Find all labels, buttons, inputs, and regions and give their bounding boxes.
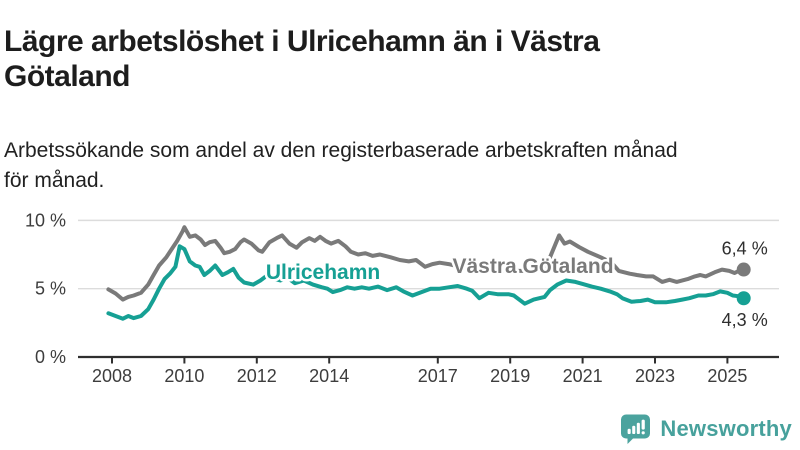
series-end-dot-ulricehamn <box>736 291 751 306</box>
series-label-ulricehamn: Ulricehamn <box>266 261 380 284</box>
end-value-label-ulricehamn: 4,3 % <box>722 310 768 330</box>
speech-bubble-shape <box>621 414 651 444</box>
line-chart: 0 % 5 % 10 % 2008 2010 2012 2014 2017 2019 2021 20… <box>25 210 779 386</box>
x-axis-label-2012: 2012 <box>237 366 277 386</box>
chart-subtitle-line-2: för månad. <box>4 169 105 192</box>
logo-bar-2 <box>632 425 636 434</box>
x-axis-label-2025: 2025 <box>707 366 747 386</box>
chart-subtitle-line-1: Arbetssökande som andel av den registerb… <box>4 139 678 162</box>
chart-title-line-1: Lägre arbetslöshet i Ulricehamn än i Väs… <box>4 25 600 59</box>
logo-bar-1 <box>628 428 632 434</box>
chart-title-line-2: Götaland <box>4 60 131 94</box>
x-axis-label-2019: 2019 <box>490 366 530 386</box>
y-axis-label-5: 5 % <box>35 279 66 299</box>
x-axis-label-2014: 2014 <box>309 366 349 386</box>
series-label-vastra-gotaland: Västra Götaland <box>452 255 613 278</box>
end-value-label-vastra-gotaland: 6,4 % <box>722 239 768 259</box>
newsworthy-brand[interactable]: Newsworthy <box>619 412 792 445</box>
newsworthy-wordmark: Newsworthy <box>660 415 792 441</box>
x-axis-label-2023: 2023 <box>635 366 675 386</box>
series-end-dot-vastra-gotaland <box>736 262 751 277</box>
x-axis-label-2010: 2010 <box>164 366 204 386</box>
newsworthy-logo-icon <box>621 414 651 444</box>
chart-area: 0 % 5 % 10 % 2008 2010 2012 2014 2017 2019 2021 20… <box>0 190 800 405</box>
x-axis-label-2021: 2021 <box>563 366 603 386</box>
logo-bar-3 <box>637 422 641 434</box>
series-line-ulricehamn <box>106 244 746 321</box>
logo-exclamation-stem <box>642 419 646 430</box>
chart-subtitle: Arbetssökande som andel av den registerb… <box>4 136 678 196</box>
x-axis-label-2017: 2017 <box>418 366 458 386</box>
y-axis-label-0: 0 % <box>35 347 66 367</box>
chart-title: Lägre arbetslöshet i Ulricehamn än i Väs… <box>4 24 600 94</box>
x-axis-label-2008: 2008 <box>92 366 132 386</box>
logo-exclamation-dot <box>642 431 646 435</box>
series-line-vastra-gotaland <box>106 225 746 302</box>
y-axis-label-10: 10 % <box>25 210 66 230</box>
